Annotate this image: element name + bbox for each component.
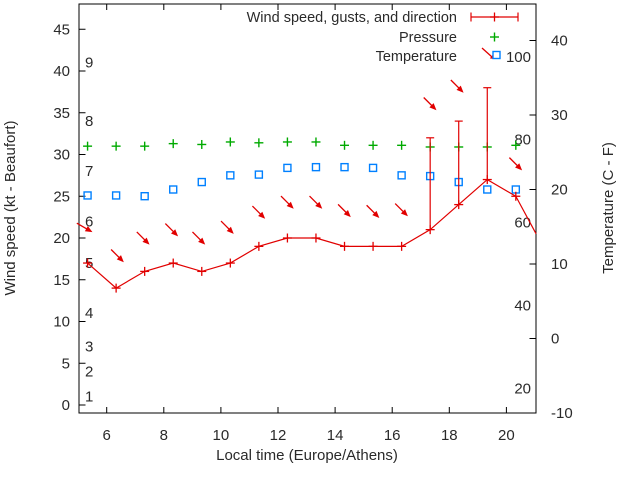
legend-sample-temperature bbox=[481, 47, 501, 60]
wind-direction-arrow bbox=[76, 222, 93, 233]
pressure-series bbox=[83, 137, 521, 152]
fahrenheit-label: 80 bbox=[514, 132, 531, 149]
x-tick-label: 16 bbox=[384, 427, 401, 444]
wind-direction-arrow bbox=[450, 79, 464, 93]
temperature-point bbox=[111, 191, 121, 200]
wind-direction-arrow bbox=[394, 203, 408, 217]
legend-samples bbox=[470, 12, 519, 60]
temperature-point bbox=[197, 177, 206, 187]
y-left-tick-label: 25 bbox=[53, 188, 70, 205]
wind-direction-arrow bbox=[110, 249, 124, 263]
wind-direction-arrow bbox=[251, 205, 266, 219]
beaufort-label: 7 bbox=[85, 163, 93, 180]
temperature-point bbox=[226, 171, 235, 180]
wind-direction-arrow bbox=[508, 157, 523, 171]
y-left-ticks: 0 5 10 15 20 25 30 35 40 45 bbox=[53, 21, 86, 414]
legend-label-wind: Wind speed, gusts, and direction bbox=[247, 10, 457, 26]
y-left-tick-label: 35 bbox=[53, 105, 70, 122]
y-left-tick-label: 0 bbox=[62, 397, 70, 414]
y-right-tick-label: -10 bbox=[551, 405, 573, 422]
temperature-point bbox=[340, 162, 349, 172]
x-tick-label: 14 bbox=[327, 427, 344, 444]
x-axis-title: Local time (Europe/Athens) bbox=[216, 447, 398, 464]
wind-direction-arrow bbox=[280, 195, 294, 209]
temperature-series bbox=[83, 162, 521, 201]
wind-speed-series bbox=[83, 87, 537, 293]
y-left-tick-label: 45 bbox=[53, 21, 70, 38]
wind-direction-arrows bbox=[76, 79, 523, 263]
beaufort-label: 3 bbox=[85, 339, 93, 356]
y-left-tick-label: 10 bbox=[53, 314, 70, 331]
y-left-tick-label: 15 bbox=[53, 272, 70, 289]
wind-direction-arrow bbox=[164, 223, 179, 237]
y-left-tick-label: 20 bbox=[53, 230, 70, 247]
plot-border bbox=[78, 3, 537, 414]
y-right-tick-label: 30 bbox=[551, 107, 568, 124]
y-left-tick-label: 40 bbox=[53, 63, 70, 80]
temperature-point bbox=[397, 171, 406, 180]
x-tick-label: 10 bbox=[213, 427, 230, 444]
y-right-tick-label: 20 bbox=[551, 182, 568, 199]
x-tick-label: 8 bbox=[160, 427, 168, 444]
y-left-tick-label: 30 bbox=[53, 147, 70, 164]
temperature-point bbox=[83, 191, 92, 200]
beaufort-label: 2 bbox=[85, 364, 93, 381]
x-tick-label: 12 bbox=[270, 427, 287, 444]
wind-direction-arrow bbox=[309, 195, 323, 209]
wind-direction-arrow bbox=[136, 231, 150, 245]
wind-direction-arrow bbox=[337, 203, 351, 218]
temperature-point bbox=[311, 162, 321, 172]
temperature-point bbox=[254, 170, 264, 179]
fahrenheit-scale-labels: 100 80 60 40 20 bbox=[506, 49, 531, 398]
wind-direction-arrow bbox=[192, 231, 206, 245]
beaufort-label: 6 bbox=[85, 213, 93, 230]
temperature-point bbox=[140, 192, 149, 201]
temperature-point bbox=[483, 185, 492, 194]
wind-direction-arrow bbox=[423, 97, 437, 111]
temperature-point bbox=[368, 163, 378, 173]
wind-speed-line bbox=[87, 178, 537, 289]
fahrenheit-label: 60 bbox=[514, 214, 531, 231]
legend-label-temperature: Temperature bbox=[376, 49, 457, 65]
beaufort-label: 1 bbox=[85, 389, 93, 406]
y-right-tick-label: 40 bbox=[551, 33, 568, 50]
beaufort-label: 9 bbox=[85, 55, 93, 72]
fahrenheit-label: 20 bbox=[514, 380, 531, 397]
y-left-axis-title: Wind speed (kt - Beaufort) bbox=[2, 120, 19, 295]
temperature-point bbox=[283, 163, 292, 173]
wind-direction-arrow bbox=[220, 220, 234, 234]
wind-direction-arrow bbox=[366, 204, 380, 218]
legend-label-pressure: Pressure bbox=[399, 30, 457, 46]
temperature-point bbox=[169, 185, 178, 194]
y-left-tick-label: 5 bbox=[62, 355, 70, 372]
x-tick-label: 18 bbox=[441, 427, 458, 444]
x-axis-ticks: 6 8 10 12 14 16 18 20 bbox=[103, 4, 515, 444]
y-right-tick-label: 0 bbox=[551, 331, 559, 348]
plot-frame bbox=[78, 3, 537, 414]
beaufort-label: 8 bbox=[85, 113, 93, 130]
x-tick-label: 6 bbox=[103, 427, 111, 444]
x-tick-label: 20 bbox=[498, 427, 515, 444]
y-right-axis-title: Temperature (C - F) bbox=[600, 142, 617, 274]
y-right-ticks: -10 0 10 20 30 40 bbox=[529, 33, 573, 422]
y-right-tick-label: 10 bbox=[551, 256, 568, 273]
beaufort-label: 4 bbox=[85, 305, 93, 322]
fahrenheit-label: 40 bbox=[514, 298, 531, 315]
fahrenheit-label: 100 bbox=[506, 49, 531, 66]
